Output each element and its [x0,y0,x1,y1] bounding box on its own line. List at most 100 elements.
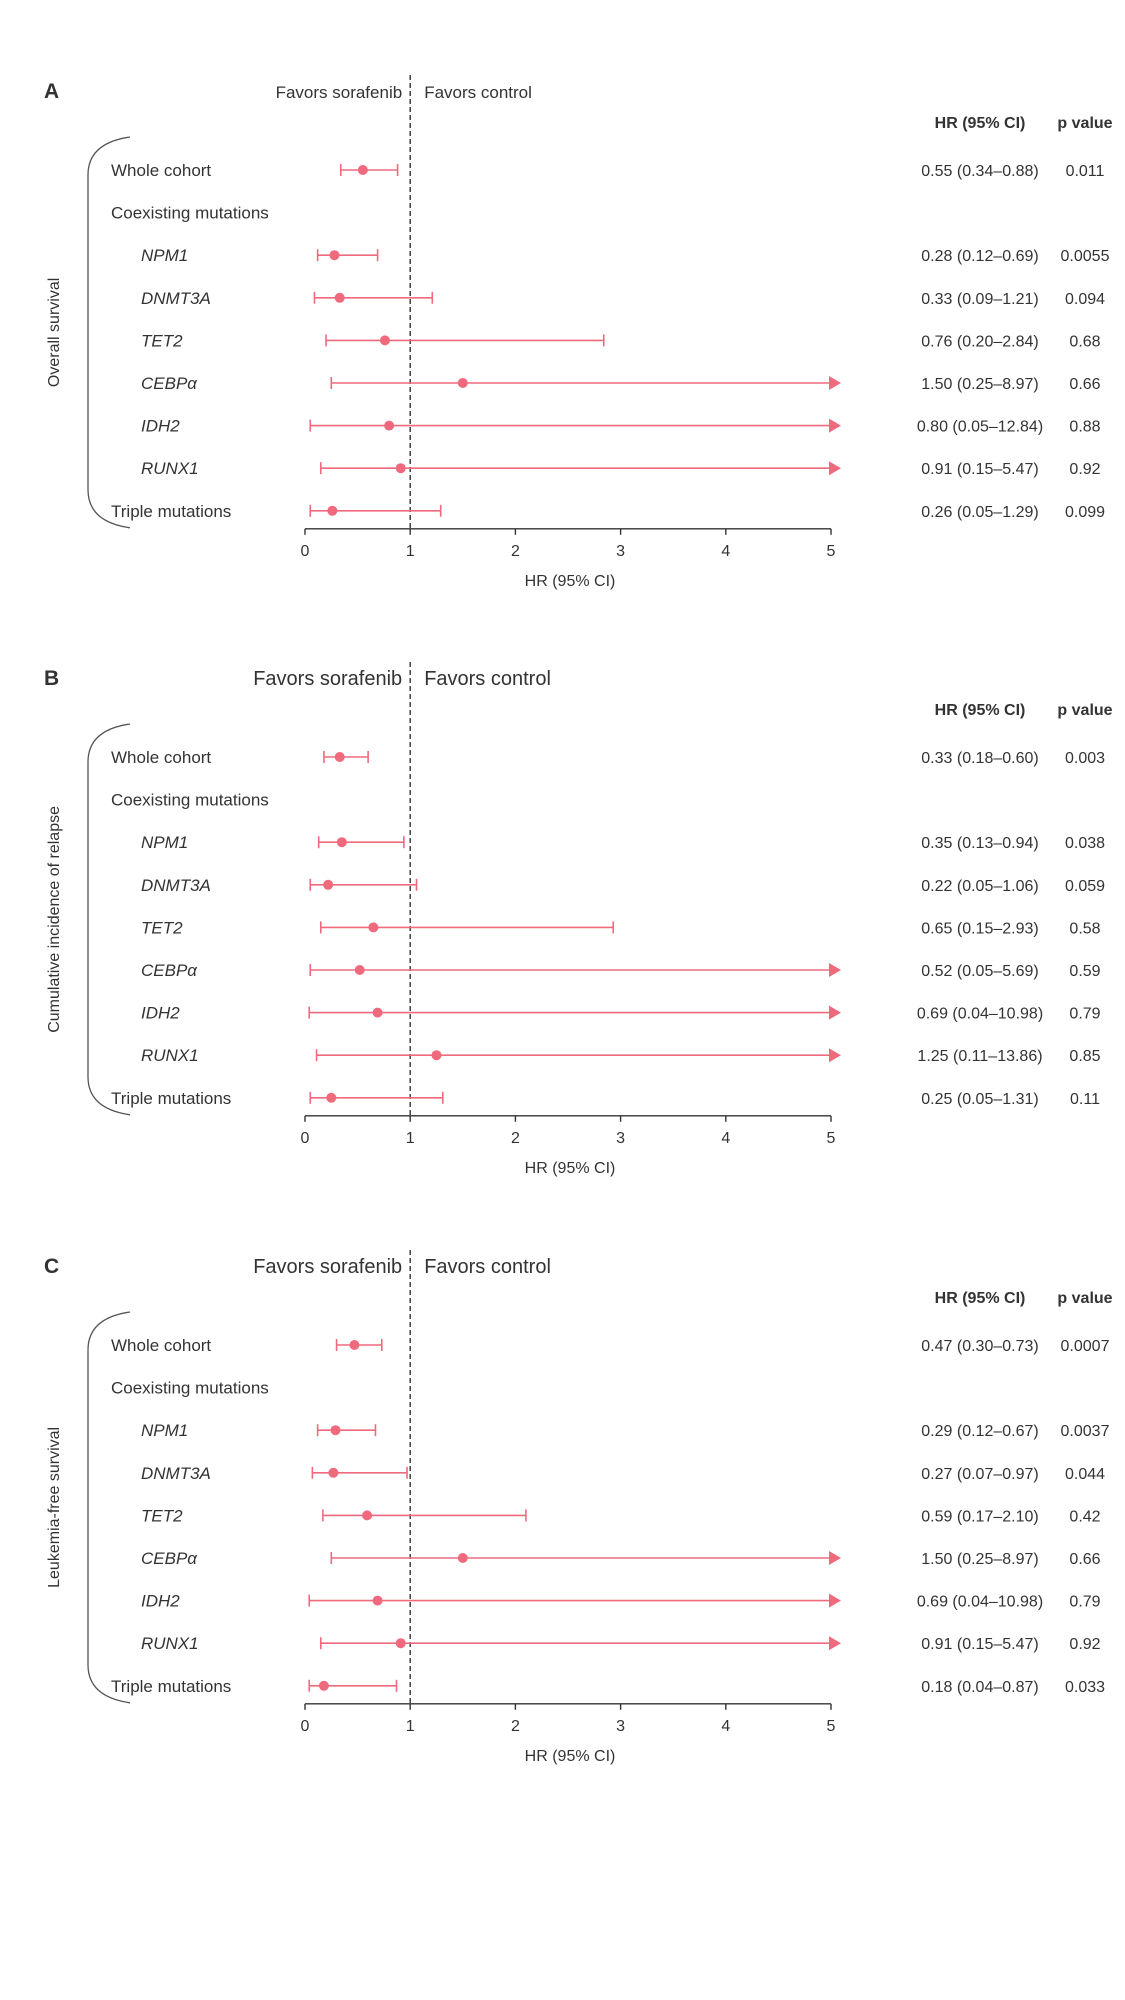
hr-value: 1.25 (0.11–13.86) [917,1048,1042,1065]
row-label: IDH2 [141,1004,180,1023]
hr-value: 0.28 (0.12–0.69) [921,248,1038,265]
p-value: 0.003 [1065,750,1105,767]
hr-value: 0.91 (0.15–5.47) [921,1636,1038,1653]
p-value: 0.0055 [1061,248,1110,265]
x-tick-label: 0 [301,1130,310,1147]
favors-right-label: Favors control [424,1256,551,1278]
x-tick-label: 5 [827,543,836,560]
panel-a: A Favors sorafenib Favors control HR (95% C… [44,75,1113,590]
p-value: 0.85 [1069,1048,1100,1065]
x-tick-label: 4 [721,543,730,560]
hr-point [457,378,468,388]
favors-right-label: Favors control [424,83,532,102]
x-tick-label: 0 [301,1718,310,1735]
hr-value: 0.76 (0.20–2.84) [921,333,1038,350]
p-column-header: p value [1057,1290,1112,1307]
ci-arrow-icon [829,376,841,390]
panel-letter: B [44,667,59,690]
row-label: Coexisting mutations [111,204,269,223]
row-label: DNMT3A [141,876,211,895]
hr-point [327,505,338,516]
favors-left-label: Favors sorafenib [253,668,402,690]
hr-point [457,1553,468,1563]
hr-value: 0.33 (0.18–0.60) [921,750,1038,767]
hr-point [326,1092,337,1103]
hr-point [357,165,368,175]
row-label: NPM1 [141,833,188,852]
forest-row: Triple mutations 0.25 (0.05–1.31) 0.11 [111,1089,1100,1108]
panel-letter: A [44,80,59,103]
forest-row: RUNX1 1.25 (0.11–13.86) 0.85 [141,1046,1101,1065]
p-value: 0.059 [1065,878,1105,895]
row-label: NPM1 [141,1421,188,1440]
forest-row: DNMT3A 0.22 (0.05–1.06) 0.059 [141,876,1105,895]
row-label: Whole cohort [111,161,211,180]
hr-point [379,335,390,346]
x-tick-label: 1 [406,543,415,560]
outcome-bracket [87,136,131,529]
panel-letter: C [44,1255,59,1278]
forest-row: DNMT3A 0.33 (0.09–1.21) 0.094 [141,289,1105,308]
p-value: 0.044 [1065,1466,1105,1483]
forest-row: RUNX1 0.91 (0.15–5.47) 0.92 [141,1634,1101,1653]
row-label: TET2 [141,331,183,350]
row-label: IDH2 [141,1592,180,1611]
x-tick-label: 1 [406,1130,415,1147]
p-value: 0.79 [1069,1006,1100,1023]
forest-row: TET2 0.76 (0.20–2.84) 0.68 [141,331,1101,350]
row-label: RUNX1 [141,459,199,478]
forest-row: CEBPα 1.50 (0.25–8.97) 0.66 [141,1549,1101,1568]
hr-column-header: HR (95% CI) [935,115,1026,132]
hr-value: 0.33 (0.09–1.21) [921,291,1038,308]
p-value: 0.099 [1065,504,1105,521]
panel-c: C Favors sorafenib Favors control HR (95% C… [44,1250,1113,1765]
forest-row: NPM1 0.29 (0.12–0.67) 0.0037 [141,1421,1110,1440]
hr-point [336,837,347,848]
forest-row: Coexisting mutations [111,204,269,223]
x-tick-label: 5 [827,1130,836,1147]
row-label: CEBPα [141,374,198,393]
row-label: TET2 [141,1506,183,1525]
p-value: 0.68 [1069,333,1100,350]
outcome-bracket [87,723,131,1116]
x-axis-title: HR (95% CI) [525,573,616,590]
p-value: 0.011 [1066,163,1105,180]
p-value: 0.038 [1065,835,1105,852]
ci-arrow-icon [829,418,841,433]
forest-row: Whole cohort 0.33 (0.18–0.60) 0.003 [111,748,1105,767]
x-tick-label: 2 [511,1130,520,1147]
hr-point [372,1595,383,1606]
ci-arrow-icon [829,1005,841,1020]
p-value: 0.92 [1069,1636,1100,1653]
hr-value: 0.29 (0.12–0.67) [921,1423,1038,1440]
row-label: Coexisting mutations [111,791,269,810]
outcome-label: Overall survival [46,278,63,387]
hr-point [431,1050,442,1061]
row-label: TET2 [141,918,183,937]
p-value: 0.79 [1069,1594,1100,1611]
forest-row: Triple mutations 0.26 (0.05–1.29) 0.099 [111,502,1105,521]
hr-point [330,1425,341,1436]
p-value: 0.59 [1069,963,1100,980]
p-column-header: p value [1057,115,1112,132]
x-axis-title: HR (95% CI) [525,1160,616,1177]
p-value: 0.66 [1069,376,1100,393]
outcome-label: Leukemia-free survival [46,1427,63,1588]
hr-value: 0.65 (0.15–2.93) [921,920,1038,937]
hr-point [384,420,395,431]
hr-value: 0.80 (0.05–12.84) [917,419,1043,436]
hr-point [329,250,340,261]
p-value: 0.66 [1069,1551,1100,1568]
x-tick-label: 2 [511,1718,520,1735]
x-tick-label: 5 [827,1718,836,1735]
forest-row: Whole cohort 0.55 (0.34–0.88) 0.011 [111,161,1105,180]
hr-value: 0.59 (0.17–2.10) [921,1508,1038,1525]
forest-row: IDH2 0.69 (0.04–10.98) 0.79 [141,1004,1101,1023]
hr-column-header: HR (95% CI) [935,702,1026,719]
forest-row: Whole cohort 0.47 (0.30–0.73) 0.0007 [111,1336,1110,1355]
row-label: Triple mutations [111,1089,231,1108]
row-label: DNMT3A [141,1464,211,1483]
forest-row: Coexisting mutations [111,1379,269,1398]
hr-value: 0.25 (0.05–1.31) [921,1091,1038,1108]
favors-left-label: Favors sorafenib [276,83,403,102]
